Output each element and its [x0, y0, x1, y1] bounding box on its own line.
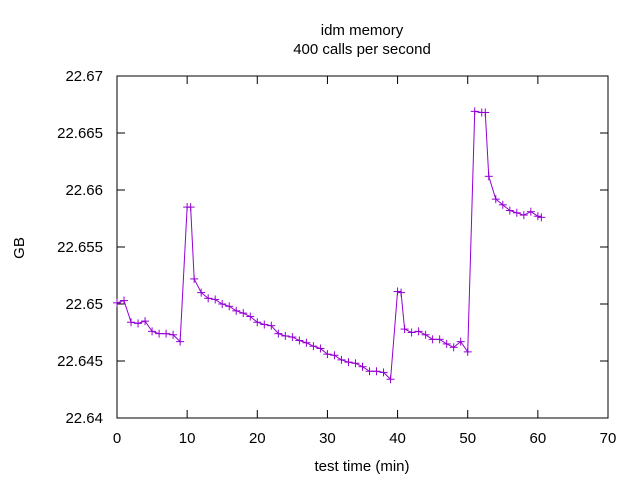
data-point: [330, 351, 339, 360]
x-tick-label: 0: [113, 430, 121, 447]
x-tick-label: 20: [249, 430, 266, 447]
data-point: [162, 329, 171, 338]
chart-title: idm memory: [321, 22, 404, 39]
y-tick-labels: 22.64 22.645 22.65 22.655 22.66 22.665 22.67: [57, 68, 103, 427]
data-point: [414, 327, 423, 336]
data-point: [365, 367, 374, 376]
data-point: [484, 172, 493, 181]
data-point: [274, 329, 283, 338]
y-tick-label: 22.64: [65, 410, 103, 427]
data-point: [239, 309, 248, 318]
data-point: [113, 298, 121, 307]
y-tick-label: 22.65: [65, 296, 103, 313]
data-point: [351, 359, 360, 368]
data-point: [491, 195, 500, 204]
y-tick-label: 22.645: [57, 353, 103, 370]
x-tick-label: 70: [600, 430, 617, 447]
data-point: [400, 325, 409, 334]
data-point: [186, 203, 195, 212]
plot-frame: [116, 75, 609, 419]
data-point: [148, 327, 157, 336]
data-point: [169, 330, 178, 339]
data-point: [537, 213, 546, 222]
data-point: [134, 319, 143, 328]
data-point: [232, 306, 241, 315]
data-point: [267, 321, 276, 330]
data-point: [211, 295, 220, 304]
data-point: [120, 296, 129, 305]
data-point: [481, 108, 490, 117]
data-point: [386, 375, 395, 384]
data-point: [281, 331, 290, 340]
data-point: [533, 212, 542, 221]
x-axis-label: test time (min): [314, 458, 409, 475]
data-series: [113, 107, 546, 384]
data-point: [302, 338, 311, 347]
data-point: [397, 288, 406, 297]
data-point: [456, 337, 465, 346]
x-tick-label: 40: [389, 430, 406, 447]
x-tick-label: 50: [459, 430, 476, 447]
data-point: [379, 368, 388, 377]
data-point: [505, 206, 514, 215]
y-tick-label: 22.67: [65, 68, 103, 85]
data-point: [246, 312, 255, 321]
x-tick-labels: 0 10 20 30 40 50 60 70: [113, 430, 617, 447]
data-point: [218, 300, 227, 308]
data-point: [470, 107, 479, 116]
data-point: [344, 358, 353, 367]
data-point: [260, 320, 269, 329]
y-tick-label: 22.655: [57, 239, 103, 256]
data-point: [498, 200, 507, 209]
data-point: [428, 335, 437, 344]
data-point: [295, 336, 304, 345]
y-tick-label: 22.665: [57, 125, 103, 142]
data-point: [309, 342, 318, 351]
x-tick-label: 30: [319, 430, 336, 447]
chart-subtitle: 400 calls per second: [293, 41, 431, 58]
data-point: [190, 274, 199, 283]
data-point: [316, 344, 325, 353]
data-point: [449, 343, 458, 352]
data-point: [141, 317, 150, 326]
data-point: [253, 318, 262, 327]
data-point: [155, 329, 164, 338]
data-point: [358, 362, 367, 371]
data-point: [288, 333, 297, 342]
y-tick-label: 22.66: [65, 182, 103, 199]
data-point: [407, 328, 416, 337]
data-point: [204, 294, 213, 303]
data-point: [323, 350, 332, 359]
data-point: [127, 318, 136, 327]
y-axis-label: GB: [11, 237, 28, 259]
data-point: [463, 347, 472, 356]
data-point: [435, 335, 444, 344]
data-point: [372, 367, 381, 376]
data-point: [337, 355, 346, 364]
data-point: [176, 337, 185, 346]
data-point: [197, 288, 206, 297]
x-tick-label: 60: [530, 430, 547, 447]
data-point: [421, 330, 430, 339]
data-point: [442, 339, 451, 348]
series-line: [116, 110, 542, 381]
data-point: [519, 211, 528, 220]
data-point: [512, 208, 521, 217]
data-point: [225, 302, 234, 311]
x-tick-label: 10: [179, 430, 196, 447]
data-point: [526, 207, 535, 216]
data-point: [393, 287, 402, 296]
